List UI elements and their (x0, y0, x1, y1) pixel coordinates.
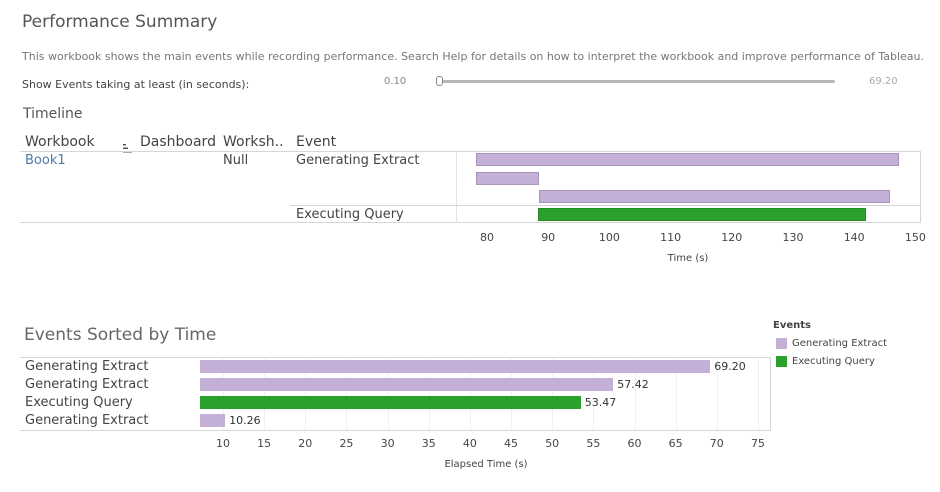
events-gridline (264, 358, 266, 430)
events-axis-title: Elapsed Time (s) (444, 459, 528, 470)
events-sorted-title: Events Sorted by Time (24, 325, 217, 345)
events-gridline (305, 358, 307, 430)
timeline-header-divider (20, 151, 921, 152)
events-gridline (346, 358, 348, 430)
page-description: This workbook shows the main events whil… (22, 50, 925, 63)
sort-icon[interactable] (122, 139, 133, 158)
events-tick-label: 70 (709, 437, 724, 450)
timeline-bar-generating-extract (539, 190, 891, 203)
timeline-tick-label: 110 (660, 231, 682, 244)
events-gridline (552, 358, 554, 430)
timeline-tick-label: 140 (843, 231, 865, 244)
timeline-right-border (920, 152, 921, 222)
events-tick-label: 30 (380, 437, 395, 450)
column-header-workbook[interactable]: Workbook (25, 134, 95, 150)
timeline-tick-label: 80 (480, 231, 494, 244)
column-header-dashboard[interactable]: Dashboard (140, 134, 216, 150)
events-tick-label: 35 (421, 437, 436, 450)
events-gridline (223, 358, 224, 430)
event-row-label: Generating Extract (25, 359, 149, 374)
events-bottom-divider (20, 430, 771, 431)
events-gridline (511, 358, 513, 430)
events-tick-label: 10 (216, 437, 230, 450)
event-bar-generating-extract (200, 414, 226, 427)
event-bar-executing-query (200, 396, 581, 409)
events-gridline (716, 358, 718, 430)
event-value-label: 57.42 (617, 378, 649, 391)
event-bar-generating-extract (200, 378, 614, 391)
timeline-tick-label: 150 (904, 231, 926, 244)
event-cell-generating-extract: Generating Extract (296, 153, 420, 168)
workbook-cell-link[interactable]: Book1 (25, 153, 66, 168)
slider-max-label: 69.20 (869, 76, 898, 87)
events-gridline (469, 358, 471, 430)
event-value-label: 69.20 (714, 360, 746, 373)
timeline-tick-label: 90 (541, 231, 556, 244)
events-gridline (675, 358, 677, 430)
legend-swatch-executing-query[interactable] (776, 356, 787, 367)
event-cell-executing-query: Executing Query (296, 207, 404, 222)
timeline-pane-divider (456, 152, 457, 222)
timeline-tick-label: 120 (721, 231, 743, 244)
event-value-label: 53.47 (584, 396, 617, 409)
column-header-worksheet[interactable]: Worksh.. (223, 134, 284, 150)
events-tick-label: 55 (586, 437, 601, 450)
events-tick-label: 75 (750, 437, 765, 450)
event-value-label: 10.26 (229, 414, 261, 427)
column-header-event[interactable]: Event (296, 134, 337, 150)
timeline-bar-generating-extract (475, 172, 539, 185)
events-tick-label: 50 (545, 437, 560, 450)
events-top-divider (20, 357, 771, 358)
legend-swatch-generating-extract[interactable] (776, 338, 787, 349)
slider-handle[interactable] (436, 76, 443, 86)
events-gridline (387, 358, 389, 430)
timeline-tick-label: 130 (782, 231, 804, 244)
timeline-row-divider (290, 205, 921, 206)
timeline-title: Timeline (23, 106, 83, 122)
event-bar-generating-extract (200, 360, 711, 373)
event-row-label: Generating Extract (25, 413, 149, 428)
events-tick-label: 40 (462, 437, 477, 450)
events-right-border (770, 357, 771, 430)
events-gridline (593, 358, 595, 430)
events-gridline (757, 358, 759, 430)
events-tick-label: 60 (627, 437, 642, 450)
event-row-label: Executing Query (25, 395, 133, 410)
worksheet-cell: Null (223, 153, 249, 168)
timeline-bar-generating-extract (475, 153, 900, 166)
events-gridline (634, 358, 636, 430)
events-tick-label: 65 (668, 437, 683, 450)
seconds-slider-track[interactable] (440, 80, 835, 83)
slider-min-label: 0.10 (384, 76, 407, 87)
timeline-bar-executing-query (538, 208, 866, 221)
timeline-tick-label: 100 (598, 231, 620, 244)
events-tick-label: 15 (257, 437, 272, 450)
legend-label-generating-extract[interactable]: Generating Extract (792, 338, 888, 349)
events-tick-label: 20 (298, 437, 313, 450)
legend-label-executing-query[interactable]: Executing Query (792, 356, 875, 367)
timeline-axis-title: Time (s) (667, 253, 709, 264)
legend-title: Events (773, 320, 811, 331)
filter-label: Show Events taking at least (in seconds)… (22, 78, 250, 91)
timeline-bottom-divider (20, 222, 921, 223)
events-tick-label: 25 (339, 437, 354, 450)
page-title: Performance Summary (22, 12, 218, 32)
events-tick-label: 45 (504, 437, 519, 450)
event-row-label: Generating Extract (25, 377, 149, 392)
events-gridline (428, 358, 430, 430)
